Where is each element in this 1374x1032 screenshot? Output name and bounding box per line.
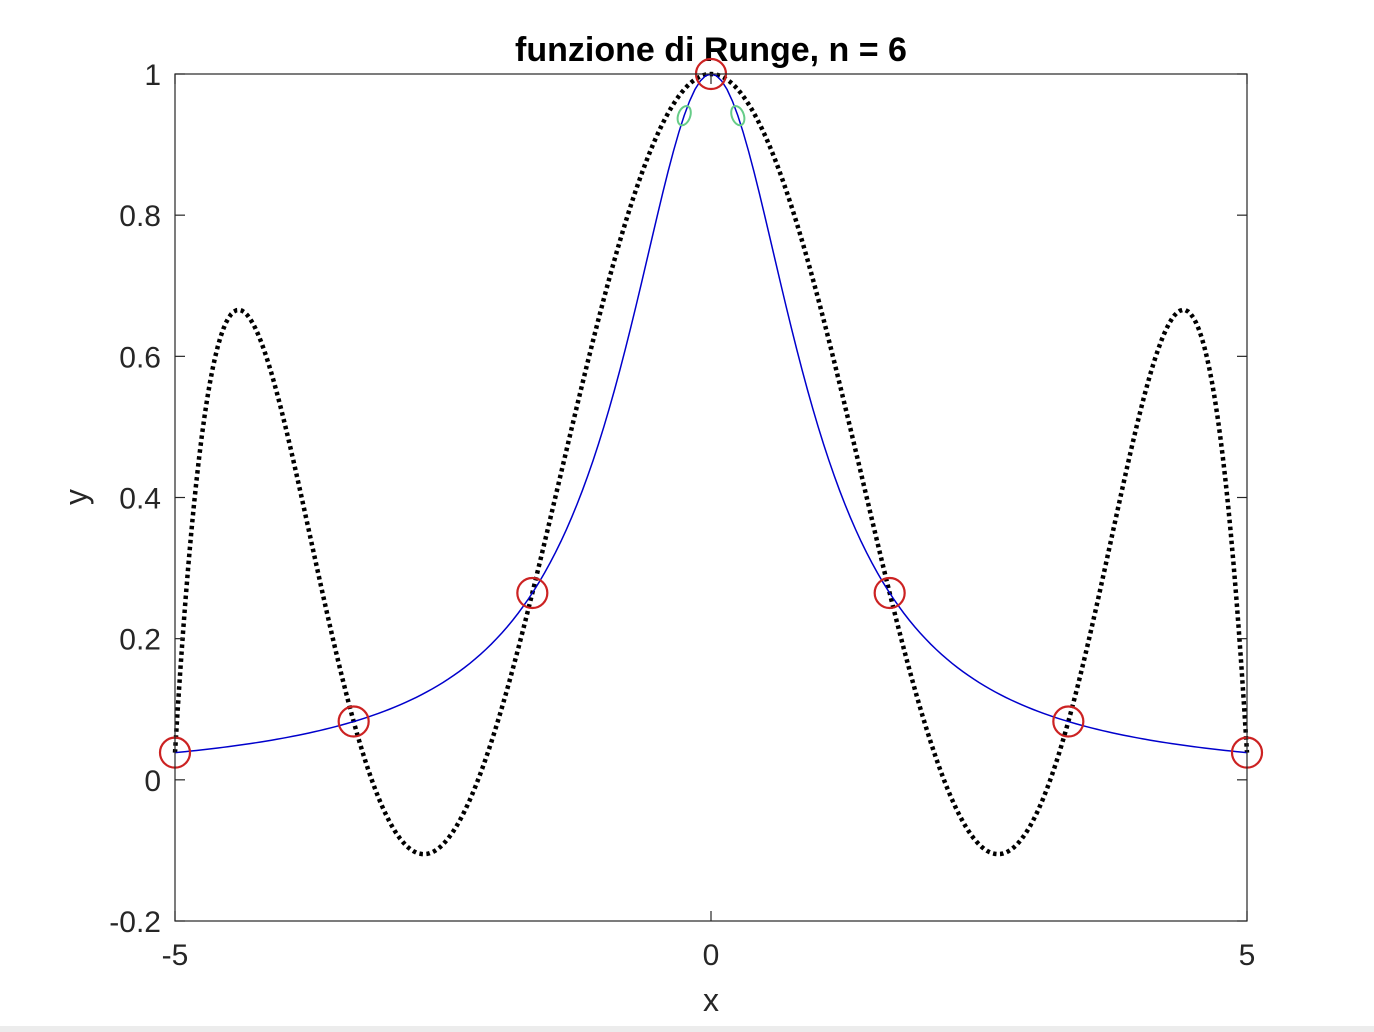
- window-bottom-strip: [0, 1026, 1374, 1032]
- y-tick-labels: -0.2 0 0.2 0.4 0.6 0.8 1: [109, 59, 161, 939]
- chart-title: funzione di Runge, n = 6: [515, 31, 907, 69]
- x-tick-labels: -5 0 5: [162, 939, 1256, 972]
- y-tick-label: 1: [144, 59, 161, 92]
- green-circle-marker: [730, 105, 746, 127]
- interpolation-node-marker: [1052, 705, 1085, 738]
- interpolation-node-marker: [337, 705, 370, 738]
- y-tick-label: -0.2: [109, 906, 161, 939]
- y-tick-label: 0.4: [119, 483, 161, 516]
- tick-marks: [174, 73, 1248, 922]
- x-axis-label: x: [703, 982, 719, 1018]
- y-axis-label: y: [58, 489, 94, 505]
- y-tick-label: 0.6: [119, 341, 161, 374]
- y-tick-label: 0.8: [119, 200, 161, 233]
- x-tick-label: -5: [162, 939, 189, 972]
- x-tick-label: 5: [1239, 939, 1256, 972]
- plot-area: [175, 74, 1247, 921]
- y-tick-label: 0: [144, 765, 161, 798]
- interpolation-node-marker: [873, 576, 906, 610]
- y-tick-label: 0.2: [119, 624, 161, 657]
- x-tick-label: 0: [703, 939, 720, 972]
- interpolation-node-marker: [516, 576, 549, 610]
- green-circle-marker: [676, 105, 692, 127]
